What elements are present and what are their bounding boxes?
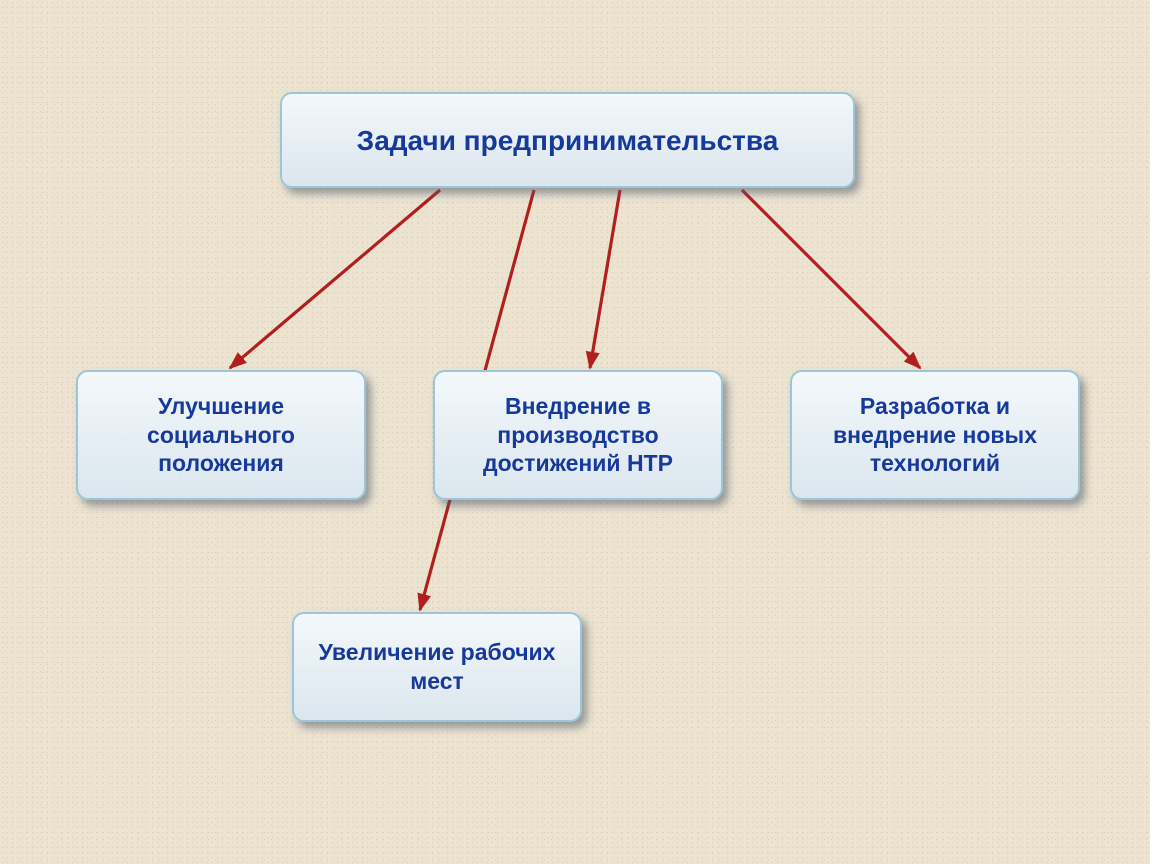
- diagram-canvas: Задачи предпринимательства Улучшение соц…: [0, 0, 1150, 864]
- child-node-label: Разработка и внедрение новых технологий: [806, 392, 1064, 478]
- child-node-label: Внедрение в производство достижений НТР: [449, 392, 707, 478]
- child-node-label: Улучшение социального положения: [92, 392, 350, 478]
- root-node-label: Задачи предпринимательства: [357, 123, 779, 158]
- arrow: [742, 190, 920, 368]
- child-node-jobs: Увеличение рабочих мест: [292, 612, 582, 722]
- child-node-social: Улучшение социального положения: [76, 370, 366, 500]
- child-node-label: Увеличение рабочих мест: [308, 638, 566, 696]
- arrow: [590, 190, 620, 368]
- root-node: Задачи предпринимательства: [280, 92, 855, 188]
- child-node-ntr: Внедрение в производство достижений НТР: [433, 370, 723, 500]
- child-node-tech: Разработка и внедрение новых технологий: [790, 370, 1080, 500]
- arrow: [230, 190, 440, 368]
